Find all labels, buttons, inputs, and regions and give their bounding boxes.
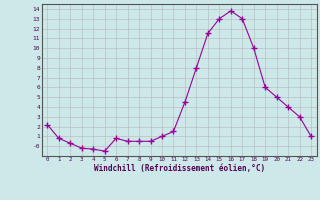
X-axis label: Windchill (Refroidissement éolien,°C): Windchill (Refroidissement éolien,°C) bbox=[94, 164, 265, 173]
